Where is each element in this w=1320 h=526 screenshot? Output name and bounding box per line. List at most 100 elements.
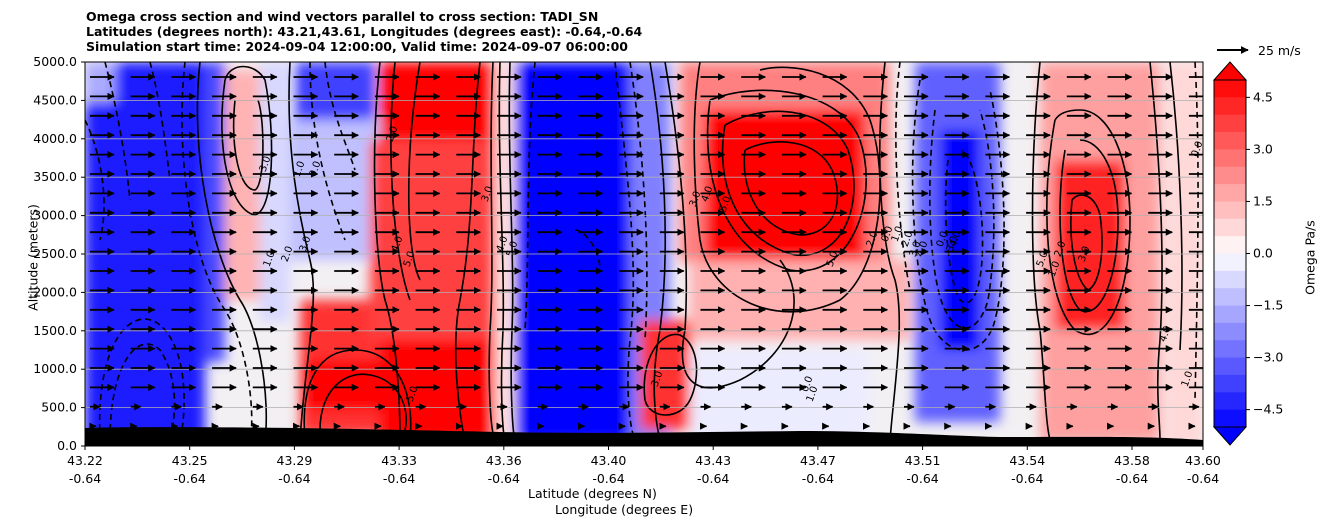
x-tick-label-lon: -0.64 — [383, 471, 415, 486]
contour-label: 1.0 — [262, 250, 278, 269]
x-tick-label-lon: -0.64 — [802, 471, 834, 486]
contour-label: 3.0 — [688, 190, 704, 209]
contour-label: 3.0 — [258, 155, 274, 174]
x-tick-label-lat: 43.51 — [905, 453, 941, 468]
x-tick-label-lon: -0.64 — [488, 471, 520, 486]
contour-label: 4.0 — [948, 230, 964, 249]
y-tick-label: 500.0 — [41, 400, 77, 415]
contour-label: 1.0 — [292, 160, 308, 179]
colorbar-tick-label: 0.0 — [1253, 246, 1273, 261]
colorbar-segment — [1214, 288, 1246, 307]
contour-label: 5.0 — [405, 385, 421, 404]
colorbar-segment — [1214, 166, 1246, 185]
contour-label: 1.0 — [890, 225, 906, 244]
contour-label: 5.0 — [505, 240, 521, 259]
terrain — [85, 427, 1203, 446]
x-tick-label-lat: 43.60 — [1185, 453, 1221, 468]
y-tick-label: 1500.0 — [33, 323, 77, 338]
contour-label: 1.0 — [805, 385, 821, 404]
colorbar-segment — [1214, 305, 1246, 324]
x-tick-label-lat: 43.33 — [381, 453, 417, 468]
contour-label: 0.0 — [880, 225, 896, 244]
colorbar-segment — [1214, 253, 1246, 272]
contour-label: 0.0 — [800, 375, 816, 394]
colorbar: 4.5 3.0 1.5 0.0 −1.5 −3.0 −4.5 — [1212, 61, 1283, 446]
x-axis-label-longitude: Longitude (degrees E) — [555, 502, 694, 517]
y-axis-label: Altitude (meters) — [25, 204, 41, 311]
omega-field: 3.0 1.0 0.01.0 2.03.0 4.05.02.03.04.05.05.03… — [85, 62, 1206, 446]
contour-label: 4.0 — [915, 240, 931, 259]
colorbar-segment — [1214, 97, 1246, 116]
colorbar-extend-top — [1212, 61, 1248, 81]
y-tick-label: 2000.0 — [33, 284, 77, 299]
contour-label: 5.0 — [1035, 250, 1051, 269]
y-tick-label: 3500.0 — [33, 169, 77, 184]
x-tick-label-lat: 43.40 — [591, 453, 627, 468]
colorbar-segment — [1214, 270, 1246, 289]
x-tick-label-lat: 43.25 — [172, 453, 208, 468]
colorbar-extend-bottom — [1212, 426, 1248, 446]
chart-title-line-1: Omega cross section and wind vectors par… — [86, 9, 599, 24]
y-axis: 0.0 500.0 1000.0 1500.0 2000.0 2500.0 3000.0 35… — [33, 54, 85, 453]
x-tick-label-lon: -0.64 — [1116, 471, 1148, 486]
colorbar-segment — [1214, 132, 1246, 150]
colorbar-segment — [1214, 340, 1246, 359]
x-tick-label-lon: -0.64 — [69, 471, 101, 486]
x-axis-label-latitude: Latitude (degrees N) — [528, 486, 657, 501]
x-tick-label-lon: -0.64 — [1011, 471, 1043, 486]
colorbar-segment — [1214, 374, 1246, 393]
contour-label: 4.0 — [700, 185, 716, 204]
colorbar-label: Omega Pa/s — [1302, 220, 1318, 295]
contour-label: 4.0 — [495, 235, 511, 254]
colorbar-segment — [1214, 184, 1246, 202]
colorbar-segment — [1214, 236, 1246, 254]
x-tick-label-lon: -0.64 — [906, 471, 938, 486]
colorbar-segment — [1214, 201, 1246, 220]
x-tick-label-lat: 43.47 — [800, 453, 836, 468]
contour-label: 1.0 — [1047, 260, 1063, 279]
contour-label: 0.0 — [935, 230, 951, 249]
x-tick-label-lat: 43.36 — [486, 453, 522, 468]
wind-vectors — [89, 73, 1203, 430]
contour-label: 2.0 — [385, 125, 401, 144]
y-tick-label: 4000.0 — [33, 131, 77, 146]
contour-label: 0.0 — [1190, 140, 1206, 159]
x-tick-label-lon: -0.64 — [278, 471, 310, 486]
y-tick-label: 1000.0 — [33, 361, 77, 376]
x-tick-label-lon: -0.64 — [174, 471, 206, 486]
colorbar-segment — [1214, 114, 1246, 133]
contour-label: 2.0 — [865, 230, 881, 249]
colorbar-segment — [1214, 409, 1246, 428]
colorbar-tick-label: 1.5 — [1253, 193, 1273, 208]
x-tick-label-lat: 43.43 — [695, 453, 731, 468]
contour-label: 2.0 — [900, 230, 916, 249]
y-tick-label: 5000.0 — [33, 54, 77, 69]
contour-label: 3.0 — [480, 185, 496, 204]
y-tick-label: 2500.0 — [33, 246, 77, 261]
y-tick-label: 4500.0 — [33, 92, 77, 107]
x-tick-label-lat: 43.54 — [1009, 453, 1045, 468]
colorbar-tick-label: 3.0 — [1253, 141, 1273, 156]
colorbar-segment — [1214, 149, 1246, 168]
colorbar-segment — [1214, 357, 1246, 376]
contour-label: 5.0 — [402, 250, 418, 269]
colorbar-segment — [1214, 322, 1246, 341]
x-tick-label-lon: -0.64 — [1187, 471, 1219, 486]
contour-label: 3.0 — [908, 240, 924, 259]
colorbar-segment — [1214, 80, 1246, 98]
contour-label: 3.0 — [1077, 245, 1093, 264]
contour-label: 2.0 — [1053, 240, 1069, 259]
contour-label: 5.0 — [825, 250, 841, 269]
colorbar-tick-label: −4.5 — [1253, 402, 1283, 417]
colorbar-tick-label: −1.5 — [1253, 298, 1283, 313]
x-axis: 43.22 -0.64 43.25 -0.64 43.29 -0.64 43.33 -0.64… — [67, 446, 1221, 486]
quiver-key-label: 25 m/s — [1258, 43, 1301, 58]
x-tick-label-lat: 43.29 — [277, 453, 313, 468]
y-tick-label: 0.0 — [57, 438, 77, 453]
contour-label: 4.0 — [1158, 325, 1174, 344]
contour-label: 3.0 — [945, 235, 961, 254]
contour-label: 1.0 — [1180, 370, 1196, 389]
contour-label: 2.0 — [280, 245, 296, 264]
x-tick-label-lat: 43.58 — [1114, 453, 1150, 468]
